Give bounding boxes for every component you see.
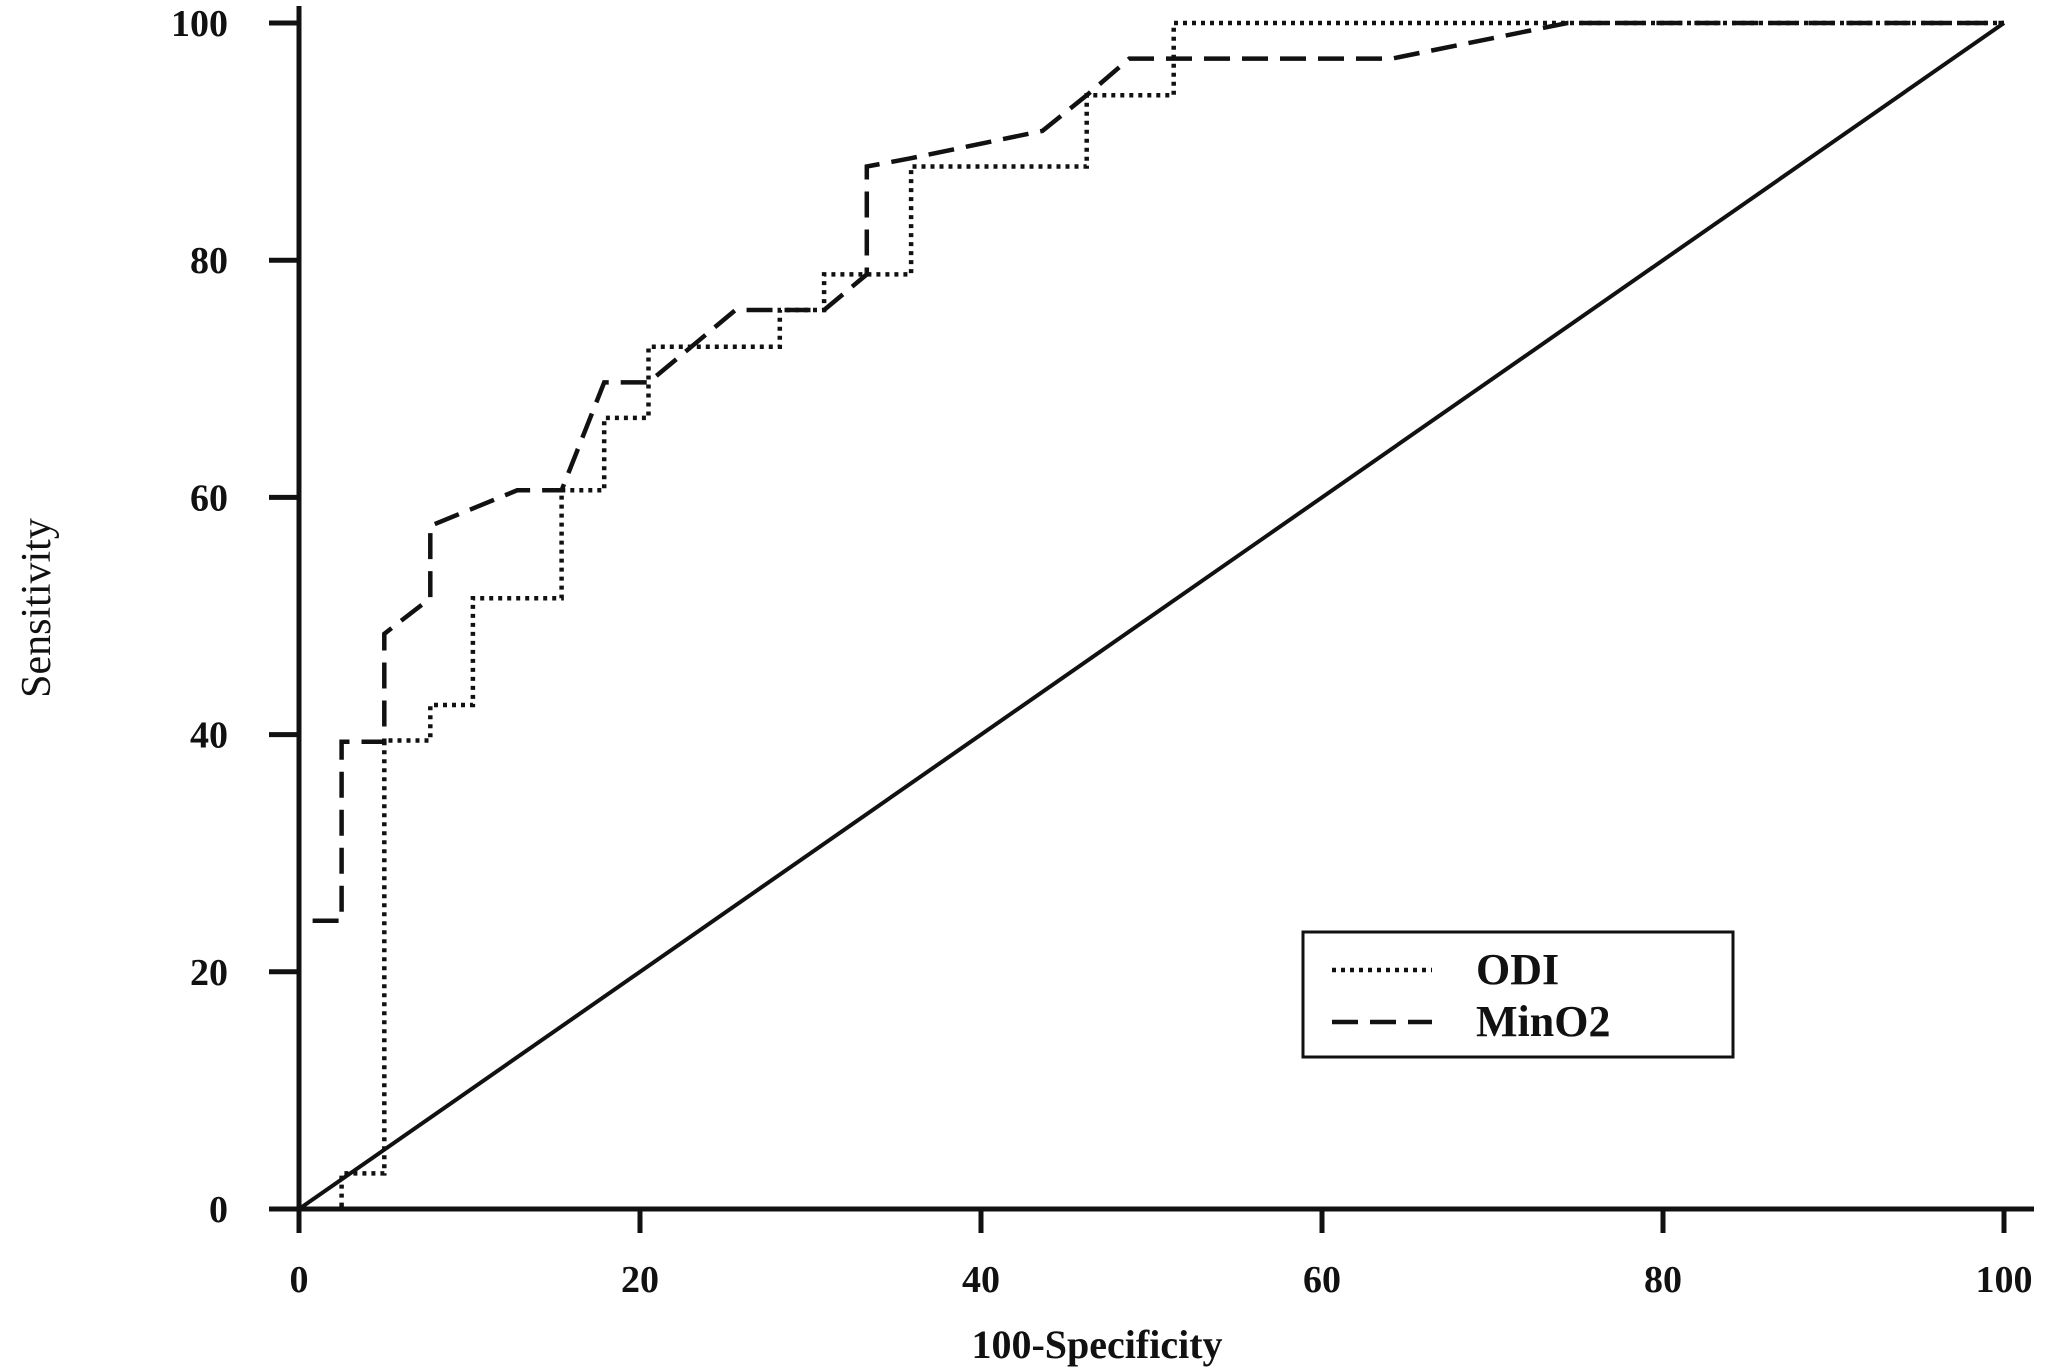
x-ticks: 0 20 40 60 80 100 (290, 1209, 2033, 1301)
y-ticks: 0 20 40 60 80 100 (171, 3, 299, 1231)
legend-box (1301, 930, 1735, 1059)
x-tick-label: 40 (962, 1259, 1000, 1301)
series-line-reference-diagonal (297, 21, 2006, 1211)
y-tick-label: 80 (190, 240, 228, 282)
legend-label-mino2: MinO2 (1476, 997, 1610, 1046)
y-tick-label: 40 (190, 715, 228, 757)
y-tick-label: 100 (171, 3, 228, 45)
series-line-mino2 (312, 20, 2004, 924)
x-tick-label: 80 (1644, 1259, 1682, 1301)
legend: ODI MinO2 (1301, 930, 1735, 1059)
y-tick-label: 60 (190, 477, 228, 519)
legend-label-odi: ODI (1476, 945, 1559, 994)
x-tick-label: 100 (1976, 1259, 2033, 1301)
x-tick-label: 20 (621, 1259, 659, 1301)
series-layer (297, 20, 2006, 1212)
y-tick-label: 0 (209, 1189, 228, 1231)
x-axis-title: 100-Specificity (971, 1322, 1222, 1367)
series-line-odi (299, 20, 2004, 1212)
x-tick-label: 60 (1303, 1259, 1341, 1301)
axes (270, 6, 2034, 1212)
y-axis-title: Sensitivity (14, 518, 60, 698)
x-tick-label: 0 (290, 1259, 309, 1301)
y-tick-label: 20 (190, 952, 228, 994)
